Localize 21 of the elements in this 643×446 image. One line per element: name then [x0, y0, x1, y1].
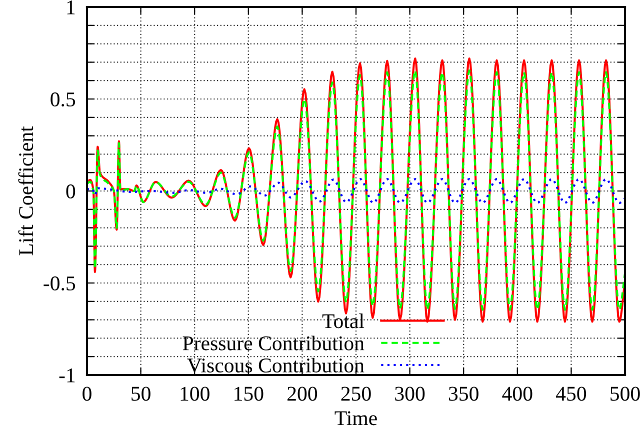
- legend-label: Total: [322, 314, 364, 328]
- legend-label: Pressure Contribution: [182, 336, 364, 350]
- y-axis-title: Lift Coefficient: [18, 126, 34, 256]
- x-tick-label: 150: [234, 386, 264, 401]
- x-tick-label: 400: [502, 386, 532, 401]
- x-tick-label: 100: [180, 386, 210, 401]
- x-tick-label: 0: [82, 386, 92, 401]
- x-tick-label: 50: [132, 386, 150, 401]
- x-tick-label: 300: [395, 386, 425, 401]
- x-axis-title: Time: [334, 411, 377, 426]
- y-tick-label: 1: [67, 0, 75, 14]
- x-tick-label: 450: [556, 386, 586, 401]
- x-tick-label: 200: [287, 386, 318, 401]
- y-tick-label: 0: [66, 184, 76, 198]
- y-tick-label: 0.5: [50, 92, 76, 107]
- y-tick-label: -1: [59, 368, 75, 382]
- x-tick-label: 250: [341, 386, 371, 401]
- x-tick-label: 500: [610, 386, 640, 401]
- x-tick-label: 350: [448, 386, 478, 401]
- y-tick-label: -0.5: [44, 276, 76, 291]
- legend-label: Viscous Contribution: [187, 358, 364, 373]
